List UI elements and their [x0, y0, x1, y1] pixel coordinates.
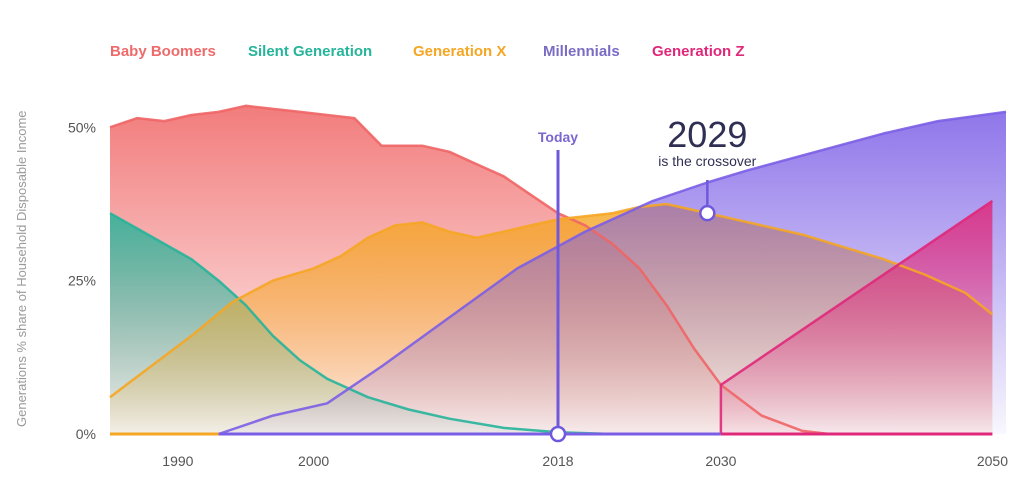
- x-tick-label: 1990: [162, 453, 193, 469]
- line-silent-generation: [109, 212, 613, 436]
- line-millennials: [218, 110, 1007, 436]
- today-label: Today: [538, 129, 578, 145]
- crossover-marker: [699, 204, 716, 222]
- line-baby-boomers: [109, 104, 830, 436]
- line-generation-z: [719, 199, 994, 434]
- y-axis-label: Generations % share of Household Disposa…: [14, 110, 29, 427]
- y-tick-label: 0%: [76, 426, 96, 442]
- x-tick-label: 2050: [977, 453, 1008, 469]
- line-generation-x: [109, 202, 994, 399]
- legend-millennials: Millennials: [543, 43, 620, 60]
- y-tick-label: 50%: [68, 119, 96, 135]
- crossover-year: 2029: [667, 114, 747, 155]
- legend-generation-x: Generation X: [413, 43, 506, 60]
- x-tick-label: 2000: [298, 453, 329, 469]
- y-tick-label: 25%: [68, 273, 96, 289]
- crossover-text: is the crossover: [658, 153, 756, 169]
- x-tick-label: 2018: [542, 453, 573, 469]
- legend-generation-z: Generation Z: [652, 43, 745, 60]
- x-tick-label: 2030: [705, 453, 736, 469]
- legend-baby-boomers: Baby Boomers: [110, 43, 216, 60]
- area-generation-z: [720, 200, 993, 434]
- axes: 0% 25% 50% 1990 2000 2018 2030 2050: [68, 119, 1008, 469]
- series-lines: [109, 104, 1007, 436]
- legend-silent-generation: Silent Generation: [248, 43, 372, 60]
- today-marker: [549, 425, 567, 443]
- legend: Baby Boomers Silent Generation Generatio…: [110, 43, 745, 60]
